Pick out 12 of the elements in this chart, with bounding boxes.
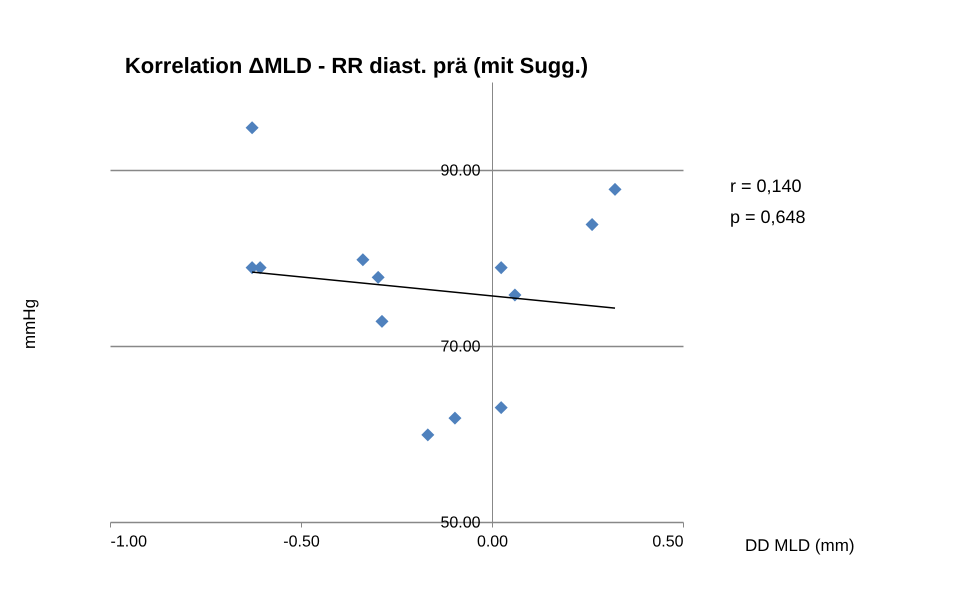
x-tick-label: -1.00 xyxy=(110,534,148,550)
y-axis-title: mmHg xyxy=(20,298,39,350)
text: p = 0,648 xyxy=(730,207,806,227)
chart-title: Korrelation ΔMLD - RR diast. prä (mit Sugg.) xyxy=(124,53,588,78)
x-tick-label: 0.50 xyxy=(652,534,684,550)
x-axis-title: DD MLD (mm) xyxy=(745,536,855,555)
y-tick-label: 90.00 xyxy=(440,162,481,180)
x-tick-label: -0.50 xyxy=(283,534,320,550)
y-tick-label: 70.00 xyxy=(440,338,481,356)
y-tick-label: 50.00 xyxy=(440,514,481,532)
x-tick-label: 0.00 xyxy=(476,534,508,550)
text: r = 0,140 xyxy=(730,176,802,196)
